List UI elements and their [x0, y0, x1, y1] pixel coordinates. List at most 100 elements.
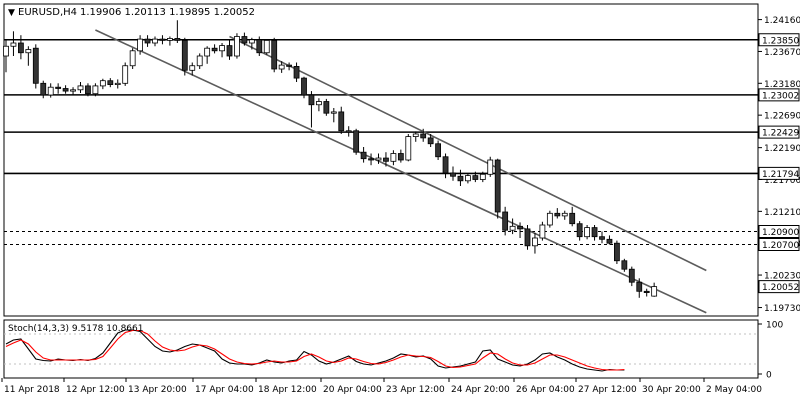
candle: [70, 87, 76, 95]
candle-body: [569, 212, 576, 225]
candle-body: [308, 94, 315, 106]
candle: [323, 98, 330, 116]
candle: [569, 206, 576, 227]
level-label: 1.23002: [762, 91, 799, 101]
candle: [271, 37, 278, 73]
candle-body: [25, 49, 32, 54]
time-tick-label: 13 Apr 20:00: [128, 385, 187, 395]
candle: [85, 83, 91, 97]
ohlc-values: 1.19906 1.20113 1.19895 1.20052: [80, 7, 255, 18]
price-tick-label: 1.22690: [764, 112, 800, 122]
candle-body: [479, 173, 486, 180]
candle-body: [99, 80, 106, 87]
candle-body: [286, 64, 293, 67]
price-tick-label: 1.23180: [764, 80, 800, 90]
candle: [360, 147, 367, 163]
candle-body: [17, 42, 24, 54]
candle: [539, 221, 546, 241]
candle: [599, 231, 605, 244]
candle: [278, 61, 285, 73]
channel-upper-line: [229, 35, 707, 272]
candle-body: [3, 45, 9, 57]
candle: [47, 83, 54, 98]
candle: [450, 166, 456, 181]
candle-body: [32, 47, 39, 84]
price-tick-label: 1.21700: [764, 176, 800, 186]
candle: [330, 108, 337, 123]
candle: [591, 225, 598, 241]
candle: [99, 78, 106, 90]
candle-body: [412, 133, 419, 137]
candle-body: [651, 286, 658, 297]
symbol-menu-icon[interactable]: ▼: [8, 8, 15, 18]
candle: [368, 153, 374, 166]
candle-body: [248, 39, 255, 44]
time-tick-label: 27 Apr 12:00: [578, 385, 637, 395]
candle-body: [621, 260, 628, 270]
stoch-panel-frame: [3, 319, 759, 379]
candle-body: [383, 157, 389, 162]
candle-body: [330, 111, 337, 114]
time-tick-label: 2 May 04:00: [706, 385, 762, 395]
candle: [219, 43, 225, 58]
stoch-main-line: [5, 329, 625, 372]
candle-body: [181, 40, 188, 71]
candle-body: [368, 158, 374, 161]
candle-body: [584, 227, 590, 238]
candle-body: [554, 212, 561, 217]
candle: [561, 210, 568, 220]
candle-body: [442, 156, 449, 174]
candle-body: [591, 227, 598, 238]
candle-body: [576, 223, 583, 238]
time-tick-label: 24 Apr 20:00: [451, 385, 510, 395]
current-price-box: [758, 280, 800, 294]
candle-body: [509, 225, 516, 231]
symbol-label: EURUSD,H4: [18, 7, 77, 18]
candle: [554, 208, 561, 219]
candle: [345, 126, 352, 137]
candle: [315, 98, 322, 112]
time-tick-label: 11 Apr 2018: [4, 385, 60, 395]
time-tick-label: 30 Apr 20:00: [642, 385, 701, 395]
candle-body: [62, 88, 69, 92]
candle: [114, 79, 121, 89]
candle: [390, 150, 397, 166]
candle: [32, 44, 39, 89]
candle-body: [561, 212, 568, 217]
candle-body: [301, 77, 307, 96]
stoch-tick-label: 0: [766, 371, 772, 381]
candle-body: [47, 86, 54, 96]
candle-body: [517, 225, 523, 230]
candle: [211, 44, 218, 54]
candle: [338, 106, 345, 134]
candle: [286, 62, 293, 71]
candle-body: [472, 175, 479, 180]
level-label: 1.20700: [762, 241, 799, 251]
candle-body: [636, 281, 643, 292]
candle-body: [166, 38, 173, 41]
candle-body: [405, 136, 412, 161]
stoch-signal-line: [5, 329, 625, 371]
candle: [546, 210, 553, 228]
candle: [412, 131, 419, 142]
candle: [92, 83, 99, 97]
candle-body: [92, 85, 99, 95]
candle-body: [226, 45, 233, 57]
candle-body: [457, 175, 464, 182]
candle-body: [487, 159, 494, 175]
candle: [10, 31, 17, 56]
candle: [405, 134, 412, 162]
candle-body: [204, 47, 211, 57]
level-labels-layer: 1.23850 1.23002 1.22429 1.21794 1.20900 1.207…: [758, 33, 800, 294]
candle-body: [159, 38, 166, 41]
candle: [509, 218, 516, 235]
candle-body: [323, 101, 330, 114]
candle: [621, 258, 628, 272]
candle-body: [375, 157, 382, 161]
candle: [17, 35, 24, 60]
candle-body: [256, 39, 263, 54]
candle-body: [70, 89, 76, 92]
candle-body: [524, 228, 531, 247]
candle-body: [315, 101, 322, 106]
